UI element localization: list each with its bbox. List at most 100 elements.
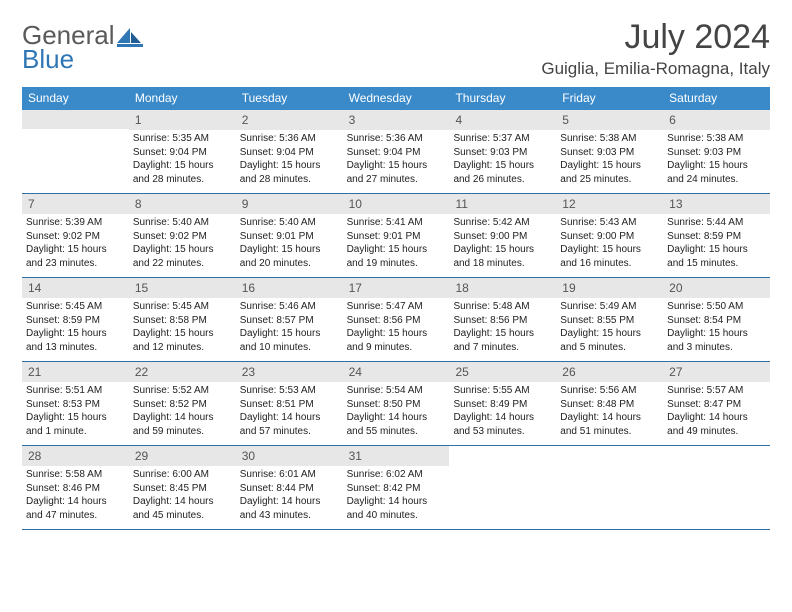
calendar-day-cell: 14Sunrise: 5:45 AMSunset: 8:59 PMDayligh… (22, 278, 129, 361)
sunrise-text: Sunrise: 5:58 AM (26, 468, 125, 482)
day-number: 9 (236, 194, 343, 214)
sunrise-text: Sunrise: 5:52 AM (133, 384, 232, 398)
day-number: 7 (22, 194, 129, 214)
daylight-text: Daylight: 15 hours and 19 minutes. (347, 243, 446, 270)
day-header: Friday (556, 87, 663, 110)
daylight-text: Daylight: 15 hours and 22 minutes. (133, 243, 232, 270)
daylight-text: Daylight: 14 hours and 53 minutes. (453, 411, 552, 438)
sunrise-text: Sunrise: 5:39 AM (26, 216, 125, 230)
calendar-day-cell: 23Sunrise: 5:53 AMSunset: 8:51 PMDayligh… (236, 362, 343, 445)
day-body: Sunrise: 5:39 AMSunset: 9:02 PMDaylight:… (22, 214, 129, 274)
calendar-day-cell: 11Sunrise: 5:42 AMSunset: 9:00 PMDayligh… (449, 194, 556, 277)
daylight-text: Daylight: 15 hours and 16 minutes. (560, 243, 659, 270)
day-header: Tuesday (236, 87, 343, 110)
daylight-text: Daylight: 14 hours and 43 minutes. (240, 495, 339, 522)
day-body: Sunrise: 6:00 AMSunset: 8:45 PMDaylight:… (129, 466, 236, 526)
daylight-text: Daylight: 15 hours and 1 minute. (26, 411, 125, 438)
day-body: Sunrise: 5:40 AMSunset: 9:02 PMDaylight:… (129, 214, 236, 274)
day-number: 4 (449, 110, 556, 130)
sunrise-text: Sunrise: 5:47 AM (347, 300, 446, 314)
sunset-text: Sunset: 8:47 PM (667, 398, 766, 412)
day-body: Sunrise: 5:55 AMSunset: 8:49 PMDaylight:… (449, 382, 556, 442)
calendar-day-cell: 28Sunrise: 5:58 AMSunset: 8:46 PMDayligh… (22, 446, 129, 529)
sunset-text: Sunset: 8:54 PM (667, 314, 766, 328)
daylight-text: Daylight: 15 hours and 20 minutes. (240, 243, 339, 270)
calendar-day-cell: 21Sunrise: 5:51 AMSunset: 8:53 PMDayligh… (22, 362, 129, 445)
sunset-text: Sunset: 8:56 PM (347, 314, 446, 328)
daylight-text: Daylight: 15 hours and 9 minutes. (347, 327, 446, 354)
day-number: 30 (236, 446, 343, 466)
day-body: Sunrise: 5:38 AMSunset: 9:03 PMDaylight:… (556, 130, 663, 190)
day-body: Sunrise: 6:02 AMSunset: 8:42 PMDaylight:… (343, 466, 450, 526)
daylight-text: Daylight: 15 hours and 28 minutes. (240, 159, 339, 186)
day-header: Wednesday (343, 87, 450, 110)
calendar-table: Sunday Monday Tuesday Wednesday Thursday… (22, 87, 770, 530)
day-number: 18 (449, 278, 556, 298)
day-body: Sunrise: 6:01 AMSunset: 8:44 PMDaylight:… (236, 466, 343, 526)
daylight-text: Daylight: 15 hours and 13 minutes. (26, 327, 125, 354)
sunrise-text: Sunrise: 5:44 AM (667, 216, 766, 230)
calendar-day-cell: 18Sunrise: 5:48 AMSunset: 8:56 PMDayligh… (449, 278, 556, 361)
day-body: Sunrise: 5:58 AMSunset: 8:46 PMDaylight:… (22, 466, 129, 526)
sunset-text: Sunset: 8:59 PM (26, 314, 125, 328)
day-body: Sunrise: 5:50 AMSunset: 8:54 PMDaylight:… (663, 298, 770, 358)
calendar-day-cell: 12Sunrise: 5:43 AMSunset: 9:00 PMDayligh… (556, 194, 663, 277)
logo-sail-icon (117, 26, 143, 48)
calendar-day-cell: 17Sunrise: 5:47 AMSunset: 8:56 PMDayligh… (343, 278, 450, 361)
calendar-day-cell: 22Sunrise: 5:52 AMSunset: 8:52 PMDayligh… (129, 362, 236, 445)
header-region: GeneralBlue July 2024 Guiglia, Emilia-Ro… (22, 18, 770, 79)
sunset-text: Sunset: 9:03 PM (453, 146, 552, 160)
sunset-text: Sunset: 8:53 PM (26, 398, 125, 412)
calendar-day-cell: 9Sunrise: 5:40 AMSunset: 9:01 PMDaylight… (236, 194, 343, 277)
day-number: 13 (663, 194, 770, 214)
day-body: Sunrise: 5:43 AMSunset: 9:00 PMDaylight:… (556, 214, 663, 274)
daylight-text: Daylight: 14 hours and 57 minutes. (240, 411, 339, 438)
daylight-text: Daylight: 15 hours and 27 minutes. (347, 159, 446, 186)
brand-part2: Blue (22, 46, 143, 72)
sunrise-text: Sunrise: 5:38 AM (560, 132, 659, 146)
day-body: Sunrise: 5:51 AMSunset: 8:53 PMDaylight:… (22, 382, 129, 442)
daylight-text: Daylight: 15 hours and 26 minutes. (453, 159, 552, 186)
day-number: 6 (663, 110, 770, 130)
calendar-week-row: 14Sunrise: 5:45 AMSunset: 8:59 PMDayligh… (22, 278, 770, 362)
sunrise-text: Sunrise: 5:41 AM (347, 216, 446, 230)
day-number-empty (22, 110, 129, 129)
sunrise-text: Sunrise: 6:02 AM (347, 468, 446, 482)
calendar-day-cell (22, 110, 129, 193)
calendar-day-cell: 16Sunrise: 5:46 AMSunset: 8:57 PMDayligh… (236, 278, 343, 361)
calendar-day-cell: 20Sunrise: 5:50 AMSunset: 8:54 PMDayligh… (663, 278, 770, 361)
calendar-day-cell: 10Sunrise: 5:41 AMSunset: 9:01 PMDayligh… (343, 194, 450, 277)
daylight-text: Daylight: 15 hours and 15 minutes. (667, 243, 766, 270)
sunrise-text: Sunrise: 5:40 AM (240, 216, 339, 230)
daylight-text: Daylight: 14 hours and 55 minutes. (347, 411, 446, 438)
day-body: Sunrise: 5:57 AMSunset: 8:47 PMDaylight:… (663, 382, 770, 442)
day-number: 20 (663, 278, 770, 298)
calendar-day-cell (663, 446, 770, 529)
day-body: Sunrise: 5:42 AMSunset: 9:00 PMDaylight:… (449, 214, 556, 274)
day-body: Sunrise: 5:53 AMSunset: 8:51 PMDaylight:… (236, 382, 343, 442)
daylight-text: Daylight: 15 hours and 25 minutes. (560, 159, 659, 186)
calendar-day-cell: 6Sunrise: 5:38 AMSunset: 9:03 PMDaylight… (663, 110, 770, 193)
daylight-text: Daylight: 15 hours and 18 minutes. (453, 243, 552, 270)
sunset-text: Sunset: 8:49 PM (453, 398, 552, 412)
calendar-day-cell: 5Sunrise: 5:38 AMSunset: 9:03 PMDaylight… (556, 110, 663, 193)
day-body: Sunrise: 5:36 AMSunset: 9:04 PMDaylight:… (343, 130, 450, 190)
day-header: Sunday (22, 87, 129, 110)
daylight-text: Daylight: 15 hours and 12 minutes. (133, 327, 232, 354)
daylight-text: Daylight: 15 hours and 3 minutes. (667, 327, 766, 354)
calendar-day-cell (556, 446, 663, 529)
day-body: Sunrise: 5:47 AMSunset: 8:56 PMDaylight:… (343, 298, 450, 358)
day-number: 25 (449, 362, 556, 382)
day-number: 17 (343, 278, 450, 298)
calendar-day-cell: 26Sunrise: 5:56 AMSunset: 8:48 PMDayligh… (556, 362, 663, 445)
daylight-text: Daylight: 14 hours and 40 minutes. (347, 495, 446, 522)
sunrise-text: Sunrise: 5:43 AM (560, 216, 659, 230)
calendar-day-cell: 29Sunrise: 6:00 AMSunset: 8:45 PMDayligh… (129, 446, 236, 529)
calendar-day-cell: 19Sunrise: 5:49 AMSunset: 8:55 PMDayligh… (556, 278, 663, 361)
calendar-day-cell: 8Sunrise: 5:40 AMSunset: 9:02 PMDaylight… (129, 194, 236, 277)
daylight-text: Daylight: 15 hours and 23 minutes. (26, 243, 125, 270)
calendar-day-cell: 25Sunrise: 5:55 AMSunset: 8:49 PMDayligh… (449, 362, 556, 445)
day-number: 29 (129, 446, 236, 466)
sunrise-text: Sunrise: 5:51 AM (26, 384, 125, 398)
day-body: Sunrise: 5:38 AMSunset: 9:03 PMDaylight:… (663, 130, 770, 190)
